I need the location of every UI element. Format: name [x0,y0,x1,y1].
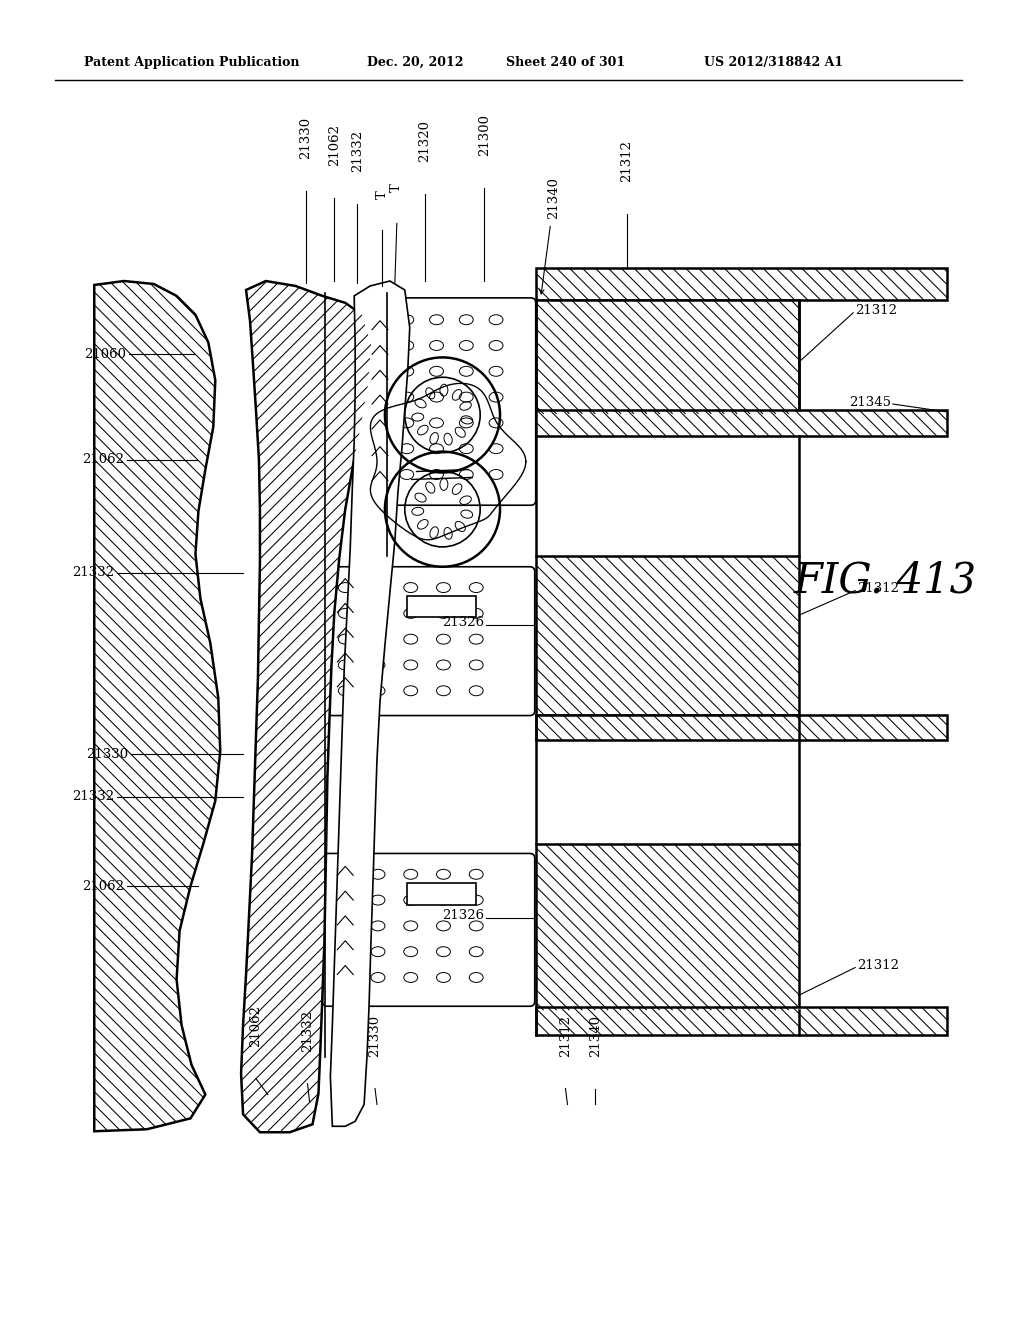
Text: 21330: 21330 [299,117,312,158]
Text: FIG. 413: FIG. 413 [794,560,977,602]
FancyBboxPatch shape [323,854,535,1006]
Text: 21062: 21062 [328,124,341,166]
Text: 21332: 21332 [350,129,364,172]
Bar [536,843,799,1010]
Bar [536,300,799,414]
Text: 21326: 21326 [442,616,484,628]
Text: 21340: 21340 [589,1015,602,1057]
Bar [536,556,799,714]
Text: Sheet 240 of 301: Sheet 240 of 301 [506,57,625,69]
Text: Patent Application Publication: Patent Application Publication [84,57,300,69]
Text: 21326: 21326 [442,909,484,923]
Text: 21340: 21340 [547,177,560,219]
Text: 21062: 21062 [250,1005,262,1047]
FancyBboxPatch shape [323,566,535,715]
Polygon shape [331,281,410,1126]
Text: 21332: 21332 [301,1010,314,1052]
Text: US 2012/318842 A1: US 2012/318842 A1 [705,57,844,69]
Bar [536,411,947,436]
Polygon shape [94,281,220,1131]
Polygon shape [241,281,371,1133]
Text: 21320: 21320 [418,120,431,162]
Bar [536,268,947,300]
Text: 21060: 21060 [84,348,126,360]
Text: 21062: 21062 [82,453,124,466]
Text: 21312: 21312 [857,960,899,972]
Text: 21312: 21312 [857,582,899,595]
Bar [407,883,476,906]
Bar [407,595,476,618]
Bar [536,714,947,741]
Text: 21345: 21345 [849,396,891,409]
Text: T: T [376,190,388,199]
Text: T: T [390,183,403,191]
Text: 21312: 21312 [621,140,634,182]
Text: 21312: 21312 [559,1015,572,1057]
Bar [536,1007,947,1035]
Text: 21312: 21312 [855,305,897,317]
Text: 21300: 21300 [477,114,490,156]
Text: 21062: 21062 [82,879,124,892]
Text: 21332: 21332 [72,566,114,579]
Text: 21330: 21330 [86,747,128,760]
Text: Dec. 20, 2012: Dec. 20, 2012 [367,57,464,69]
Text: 21330: 21330 [369,1015,382,1057]
Text: 21332: 21332 [72,791,114,804]
FancyBboxPatch shape [385,298,536,506]
